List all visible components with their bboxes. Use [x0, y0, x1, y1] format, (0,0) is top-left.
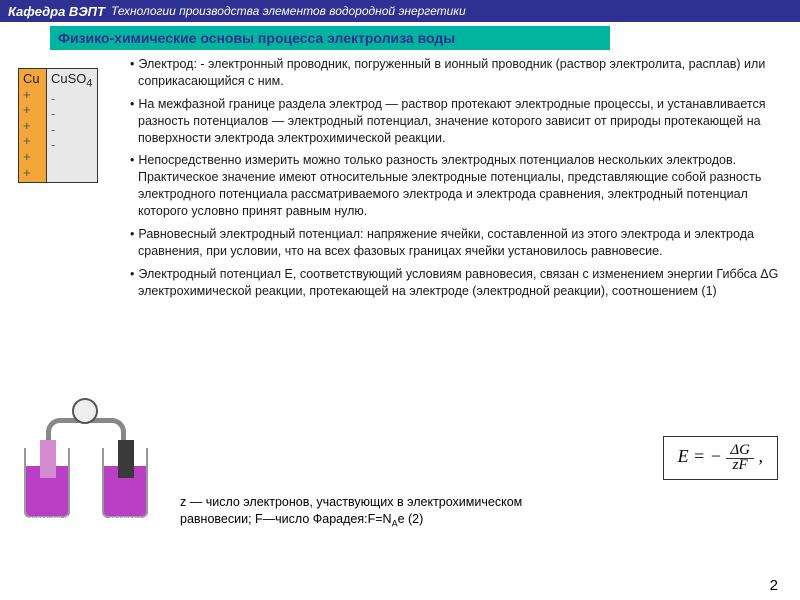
beaker-left	[24, 448, 70, 518]
header-dept: Кафедра ВЭПТ	[8, 4, 105, 19]
formula-fraction: ΔG zF	[726, 443, 754, 473]
cuso4-column: CuSO4 - - - -	[47, 69, 97, 182]
page-number: 2	[770, 577, 778, 594]
zdesc-line2a: равновесии; F—число Фарадея:F=N	[180, 512, 392, 526]
cu-signs: + + + + + +	[23, 87, 42, 181]
page-subtitle: Физико-химические основы процесса электр…	[50, 26, 610, 50]
electrode-diagram: Cu + + + + + + CuSO4 - - - -	[18, 68, 98, 183]
apparatus-diagram: исследуемый электрод водородный электрод	[4, 400, 174, 530]
zdesc-line2b: e (2)	[398, 512, 424, 526]
voltmeter-icon	[72, 398, 98, 424]
cuso4-label: CuSO4	[51, 71, 93, 91]
zdesc-line1: z — число электронов, участвующих в элек…	[180, 495, 522, 509]
header-bar: Кафедра ВЭПТ Технологии производства эле…	[0, 0, 800, 22]
bullet-1: Электрод: - электронный проводник, погру…	[130, 56, 780, 90]
bullet-4: Равновесный электродный потенциал: напря…	[130, 226, 780, 260]
content-body: Электрод: - электронный проводник, погру…	[130, 50, 780, 305]
apparatus-right-label: водородный электрод	[94, 516, 164, 530]
beaker-right	[102, 448, 148, 518]
cu-column: Cu + + + + + +	[19, 69, 47, 182]
cu-label: Cu	[23, 71, 42, 87]
formula-den: zF	[729, 457, 752, 473]
bullet-2: На межфазной границе раздела электрод — …	[130, 96, 780, 147]
apparatus-left-label: исследуемый электрод	[12, 516, 82, 530]
hydrogen-electrode	[118, 440, 134, 478]
formula-tail: ,	[759, 446, 764, 466]
bullet-5: Электродный потенциал E, соответствующий…	[130, 266, 780, 300]
formula-lhs: E = −	[678, 446, 727, 466]
cuso4-signs: - - - -	[51, 91, 93, 153]
test-electrode	[40, 440, 56, 478]
z-description: z — число электронов, участвующих в элек…	[180, 494, 740, 530]
formula-box: E = − ΔG zF ,	[663, 436, 778, 480]
header-rest: Технологии производства элементов водоро…	[111, 4, 466, 18]
bullet-3: Непосредственно измерить можно только ра…	[130, 152, 780, 220]
